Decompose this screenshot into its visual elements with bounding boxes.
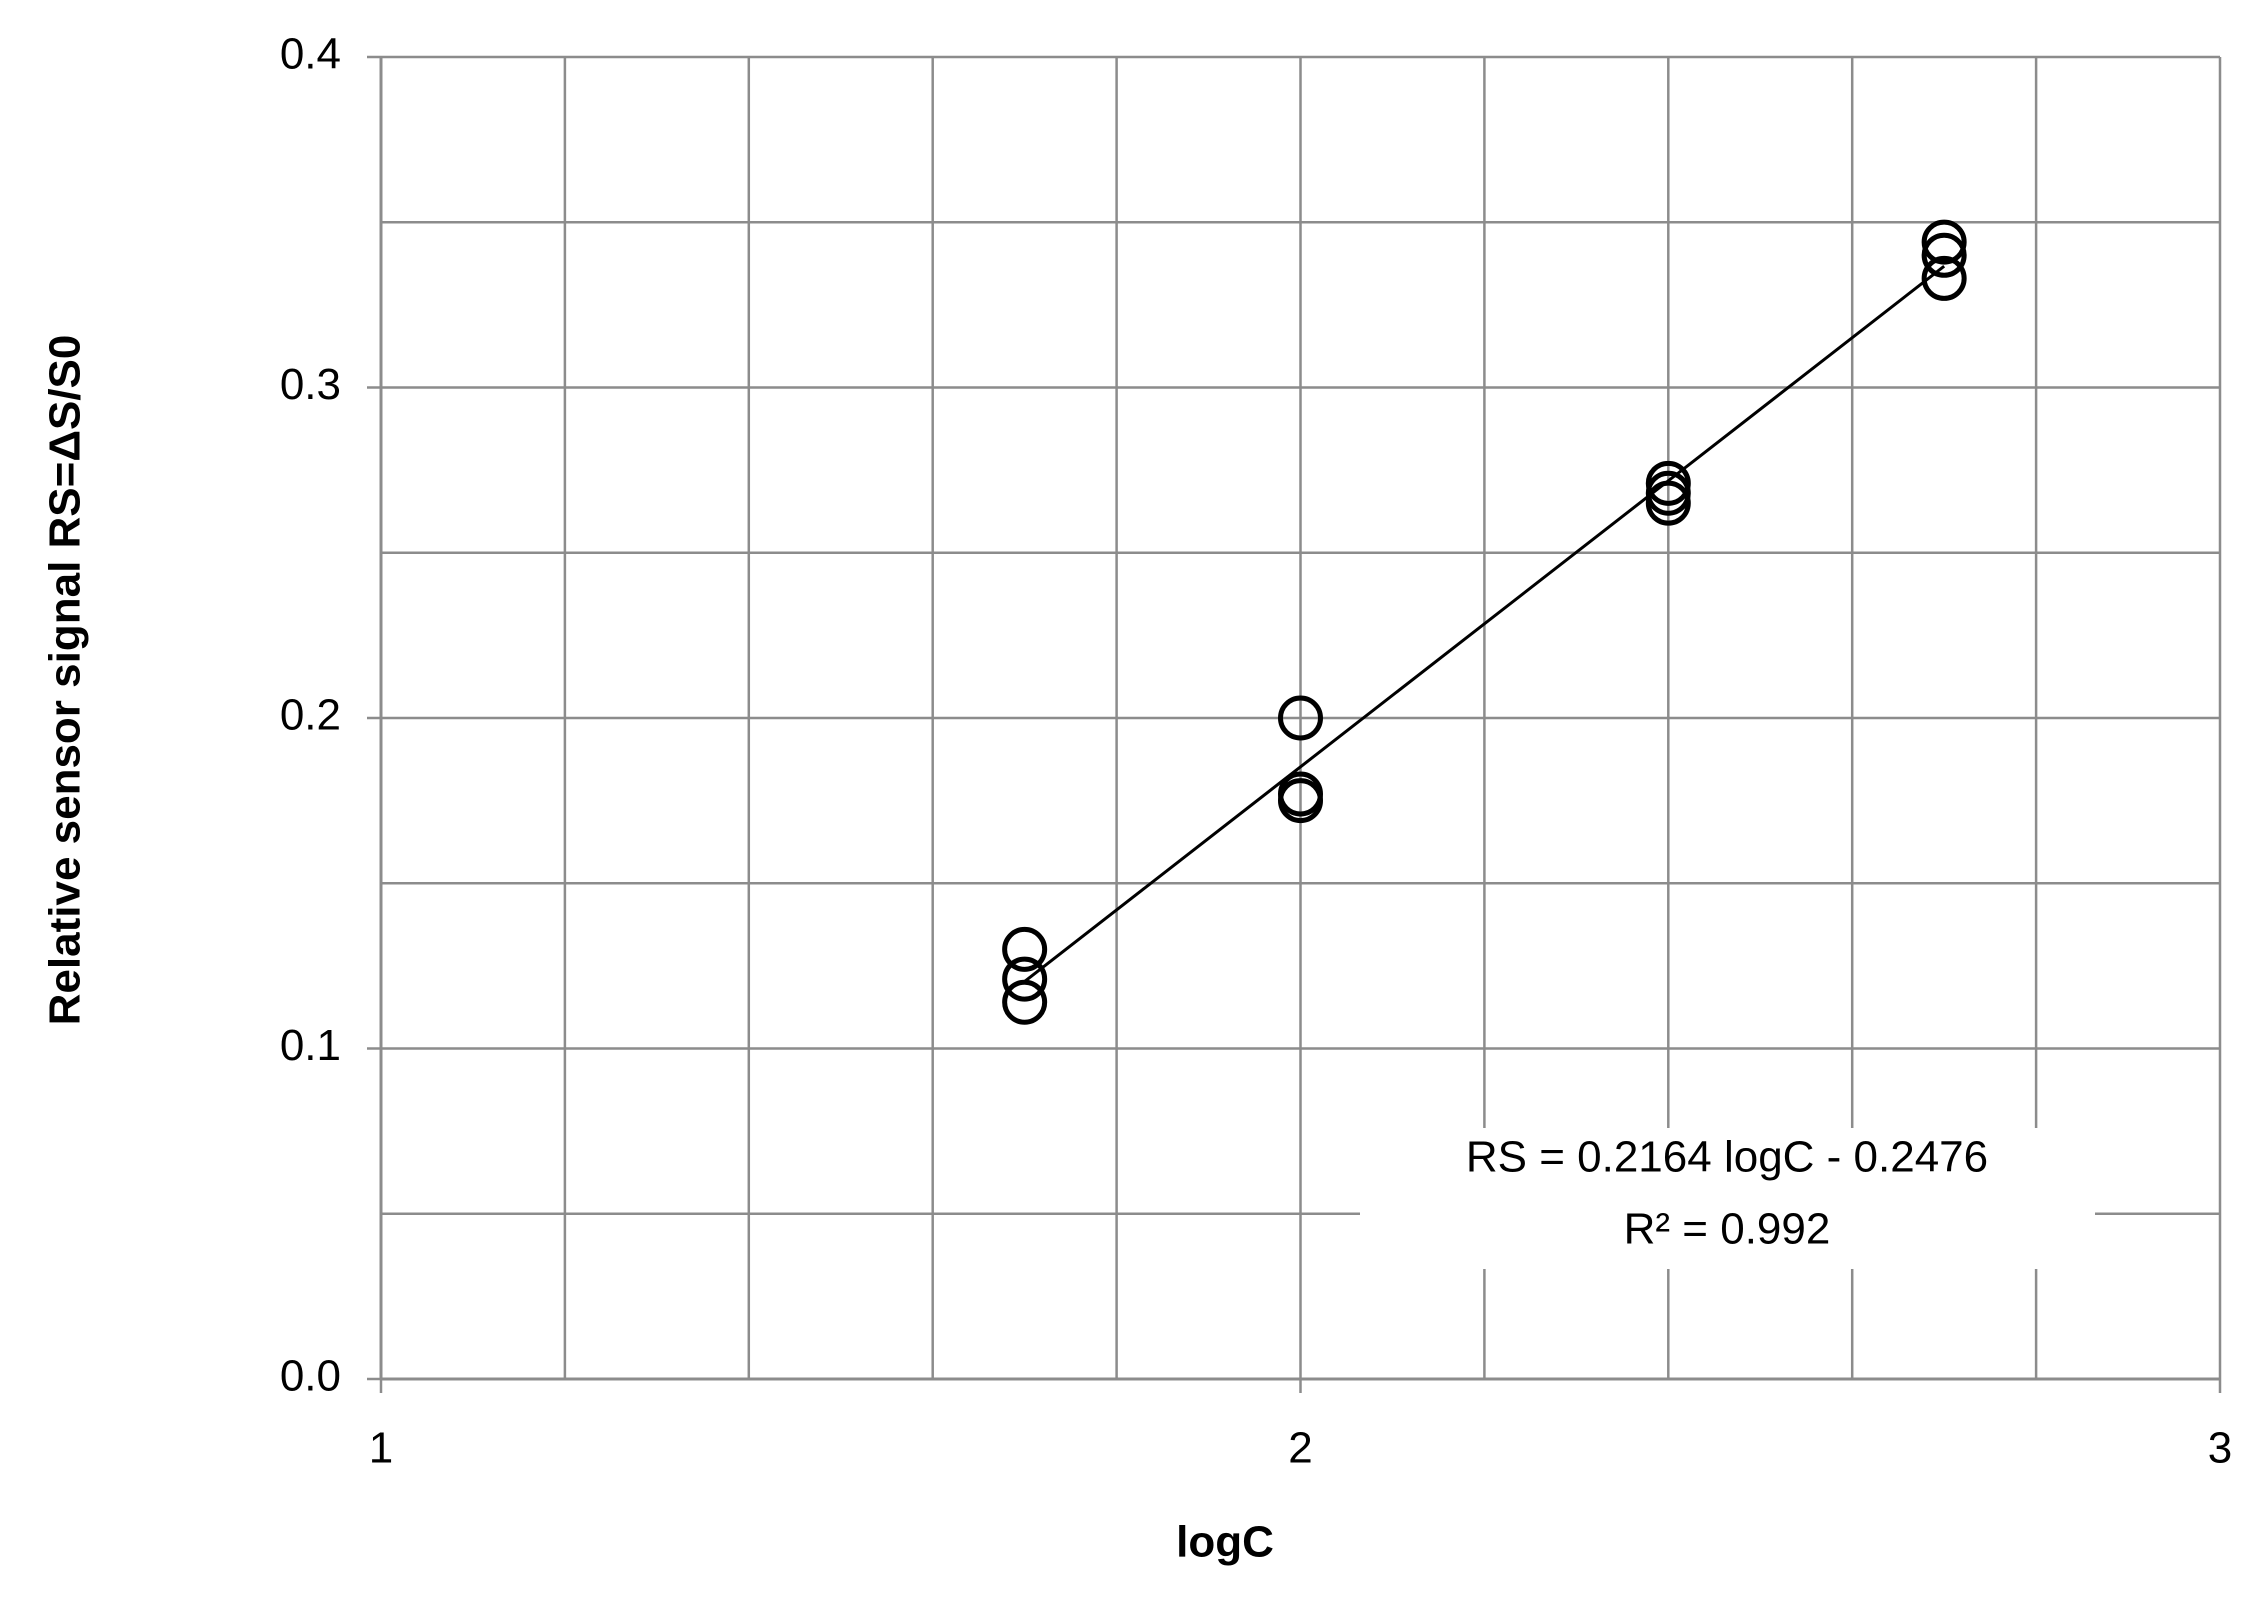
- x-tick-label: 3: [2208, 1424, 2232, 1473]
- y-tick-label: 0.2: [280, 691, 341, 740]
- marker: [1645, 480, 1691, 526]
- annotation-box: [1360, 1128, 2095, 1269]
- marker: [1278, 695, 1323, 741]
- y-tick-label: 0.4: [280, 30, 341, 79]
- annotation: RS = 0.2164 logC - 0.2476: [1466, 1133, 1988, 1182]
- x-axis-title: logC: [1176, 1518, 1274, 1567]
- marker: [1921, 255, 1967, 301]
- marker: [1002, 956, 1048, 1002]
- y-tick-label: 0.1: [280, 1021, 341, 1070]
- marker: [1002, 979, 1048, 1025]
- y-axis-title: Relative sensor signal RS=ΔS/S0: [41, 335, 90, 1026]
- marker: [1002, 926, 1048, 972]
- marker: [1921, 232, 1967, 278]
- y-tick-label: 0.3: [280, 360, 341, 409]
- x-tick-label: 1: [369, 1424, 393, 1473]
- trendline: [1023, 265, 1946, 983]
- annotation: R² = 0.992: [1624, 1205, 1831, 1254]
- marker: [1921, 219, 1967, 265]
- marker: [1278, 778, 1323, 824]
- y-tick-label: 0.0: [280, 1352, 341, 1401]
- x-tick-label: 2: [1288, 1424, 1312, 1473]
